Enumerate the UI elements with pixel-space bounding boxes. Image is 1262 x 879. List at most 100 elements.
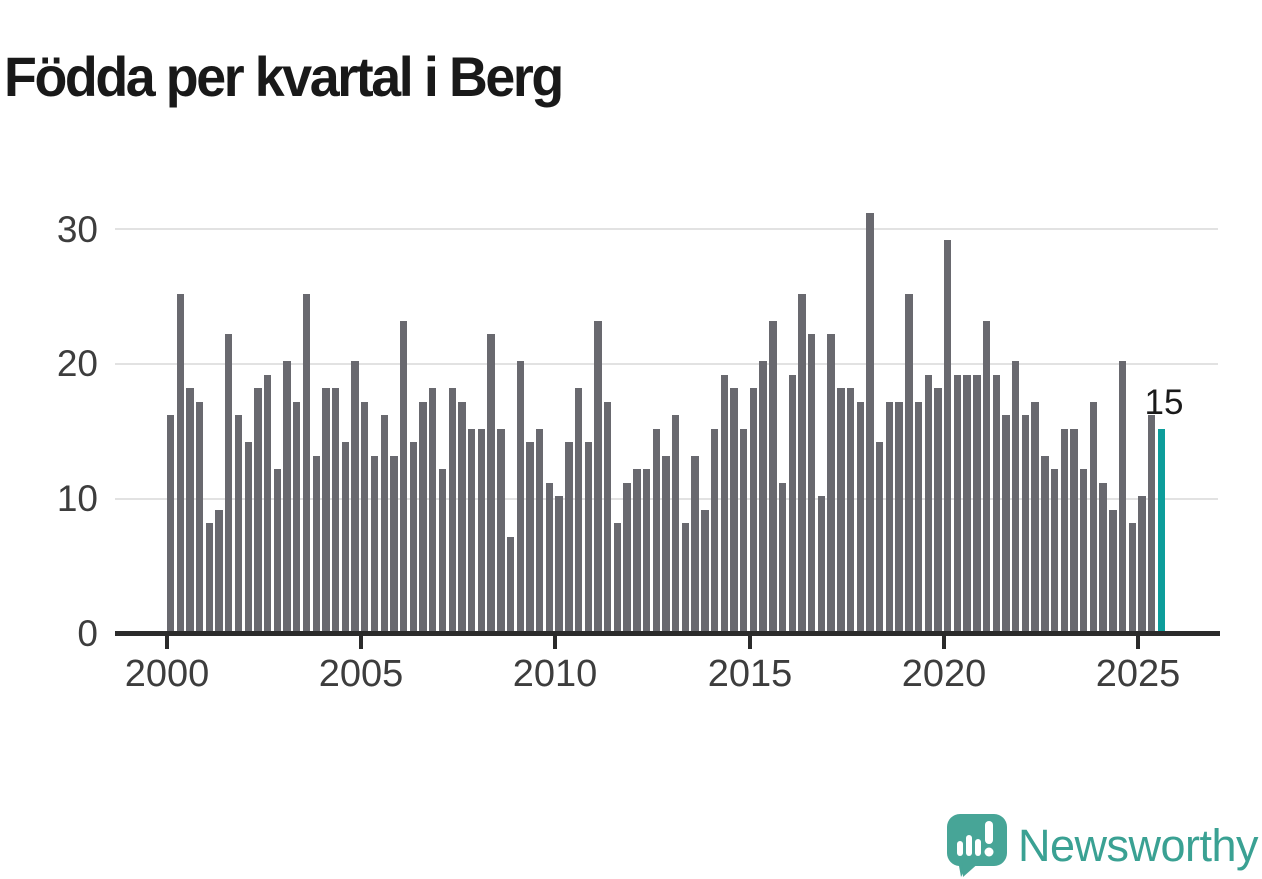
bar-2012-K3	[652, 428, 660, 631]
x-tick-2020	[942, 636, 946, 649]
bar-2019-K4	[934, 388, 942, 631]
newsworthy-logo-icon	[946, 814, 1007, 877]
bar-2004-K4	[351, 361, 359, 631]
bar-2001-K1	[205, 523, 214, 631]
bar-2005-K1	[361, 401, 369, 631]
bar-2013-K2	[681, 523, 690, 631]
x-tick-2010	[553, 636, 557, 649]
bar-2010-K2	[565, 442, 573, 631]
gridline-30	[115, 228, 1218, 230]
bar-2022-K4	[1050, 469, 1059, 631]
bar-2004-K1	[322, 388, 330, 631]
bar-2006-K3	[419, 401, 427, 631]
bar-2025-K1	[1138, 496, 1146, 631]
bar-2024-K4	[1128, 523, 1136, 631]
bar-2010-K3	[574, 388, 583, 631]
x-tick-label-2005: 2005	[318, 653, 404, 695]
bar-2003-K3	[302, 293, 311, 631]
bar-2010-K1	[555, 496, 563, 631]
bar-2016-K4	[817, 496, 826, 631]
bar-2019-K2	[914, 401, 923, 631]
bar-2020-K1	[944, 239, 952, 631]
bar-2008-K1	[477, 428, 486, 631]
bar-2022-K2	[1031, 401, 1039, 631]
bar-2012-K2	[642, 469, 651, 631]
page-title: Födda per kvartal i Berg	[4, 44, 564, 108]
highlight-value-label: 15	[1144, 383, 1184, 422]
bar-2011-K1	[594, 320, 602, 631]
bar-2017-K3	[846, 388, 855, 631]
x-tick-2015	[748, 636, 752, 649]
bar-2020-K2	[953, 374, 962, 631]
bar-2010-K4	[584, 442, 592, 631]
bar-2021-K3	[1002, 415, 1010, 631]
x-tick-label-2020: 2020	[901, 653, 987, 695]
bar-2009-K3	[535, 428, 544, 631]
bar-2017-K1	[827, 334, 835, 631]
bar-2011-K2	[603, 401, 612, 631]
bar-2001-K3	[225, 334, 233, 631]
bar-2015-K1	[749, 388, 758, 631]
bar-2001-K2	[215, 509, 223, 631]
bar-2016-K3	[807, 334, 816, 631]
bar-2015-K2	[759, 361, 767, 631]
bar-2006-K1	[399, 320, 408, 631]
bar-2016-K1	[788, 374, 796, 631]
bar-2015-K3	[769, 320, 777, 631]
bar-2013-K4	[701, 509, 709, 631]
bar-2000-K3	[186, 388, 194, 631]
x-tick-2005	[359, 636, 363, 649]
y-tick-label-30: 30	[56, 209, 98, 250]
bar-2021-K4	[1012, 361, 1020, 631]
bar-2018-K3	[885, 401, 894, 631]
bar-2020-K4	[973, 374, 981, 631]
bar-2000-K1	[166, 415, 175, 631]
bar-2007-K2	[448, 388, 456, 631]
bar-2002-K2	[254, 388, 262, 631]
x-tick-label-2010: 2010	[512, 653, 598, 695]
bar-2017-K2	[837, 388, 845, 631]
bar-2014-K2	[720, 374, 728, 631]
x-tick-2025	[1136, 636, 1140, 649]
bar-2025-K3	[1157, 428, 1166, 631]
bar-2024-K3	[1118, 361, 1127, 631]
bar-2007-K4	[467, 428, 476, 631]
bar-2025-K2	[1148, 415, 1156, 631]
x-tick-label-2000: 2000	[124, 653, 210, 695]
bar-2024-K2	[1109, 509, 1117, 631]
bar-2023-K3	[1080, 469, 1088, 631]
bar-2021-K2	[992, 374, 1000, 631]
bar-2009-K2	[526, 442, 534, 631]
bar-2022-K3	[1041, 455, 1049, 631]
bar-2003-K4	[312, 455, 320, 631]
x-tick-label-2015: 2015	[707, 653, 793, 695]
bar-2011-K3	[613, 523, 622, 631]
bar-2008-K4	[506, 536, 515, 631]
bar-2005-K2	[370, 455, 379, 631]
bar-2007-K3	[458, 401, 466, 631]
bar-2005-K3	[380, 415, 388, 631]
x-tick-2000	[165, 636, 169, 649]
bar-2009-K1	[516, 361, 524, 631]
bar-2014-K4	[739, 428, 748, 631]
bar-2002-K4	[273, 469, 282, 631]
bar-2012-K1	[633, 469, 641, 631]
bar-2022-K1	[1021, 415, 1030, 631]
y-tick-label-0: 0	[77, 613, 98, 654]
bar-2001-K4	[234, 415, 243, 631]
x-tick-label-2025: 2025	[1095, 653, 1181, 695]
bar-2003-K2	[293, 401, 301, 631]
bar-2018-K4	[895, 401, 903, 631]
bar-2007-K1	[438, 469, 447, 631]
bar-2017-K4	[856, 401, 864, 631]
bar-2019-K3	[924, 374, 932, 631]
y-tick-label-10: 10	[56, 478, 98, 519]
bar-2023-K2	[1070, 428, 1078, 631]
bar-2004-K3	[341, 442, 350, 631]
bar-2023-K4	[1089, 401, 1098, 631]
bar-2019-K1	[905, 293, 913, 631]
bar-2000-K4	[195, 401, 204, 631]
newsworthy-logo: Newsworthy	[945, 813, 1259, 879]
bar-2015-K4	[778, 482, 787, 631]
bar-2006-K4	[429, 388, 437, 631]
